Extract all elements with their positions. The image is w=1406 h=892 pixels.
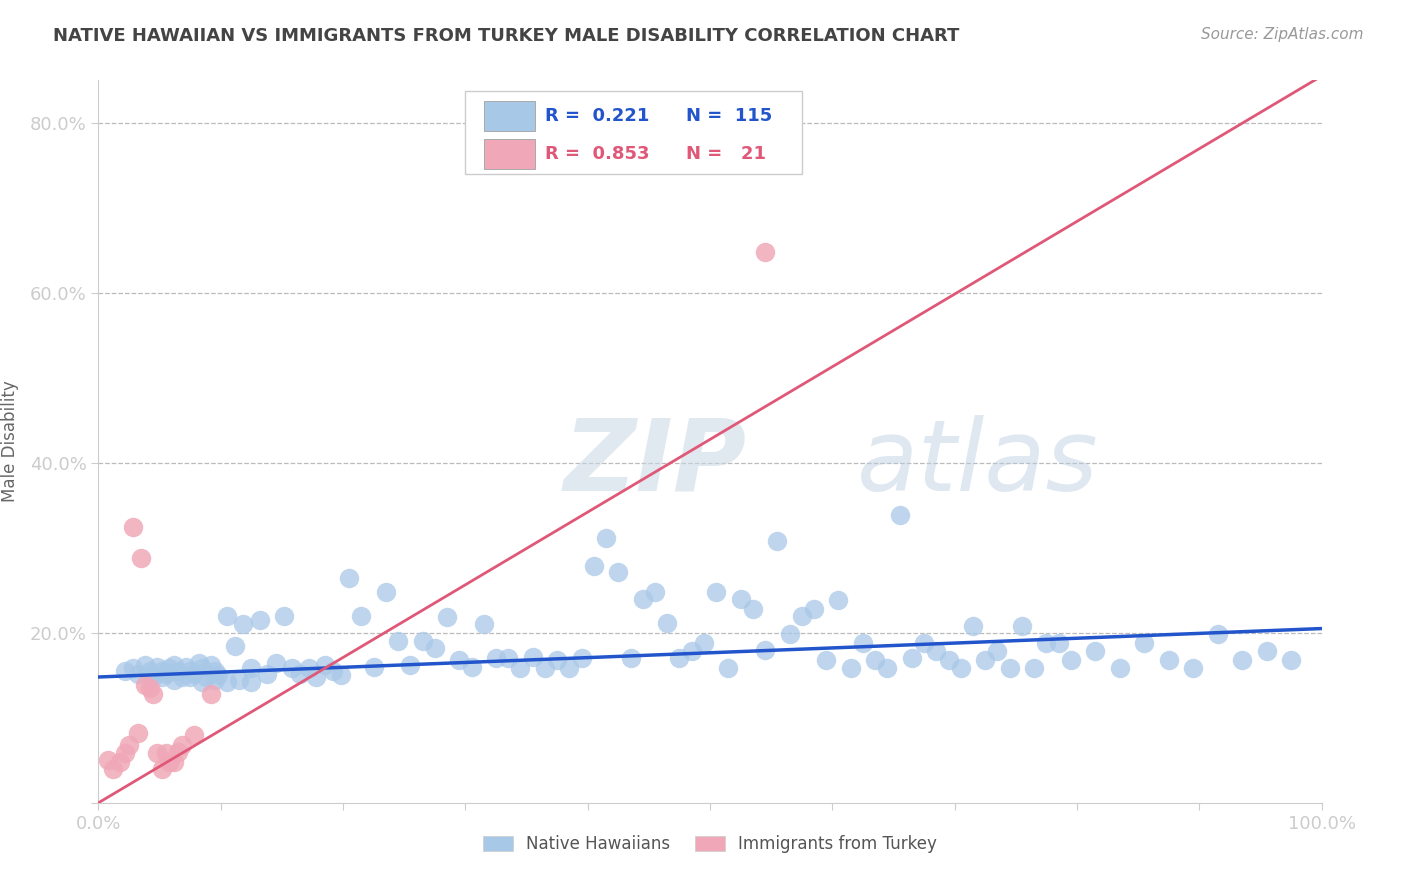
- FancyBboxPatch shape: [484, 139, 536, 169]
- FancyBboxPatch shape: [465, 91, 801, 174]
- Text: Source: ZipAtlas.com: Source: ZipAtlas.com: [1201, 27, 1364, 42]
- Text: atlas: atlas: [856, 415, 1098, 512]
- Text: R =  0.853: R = 0.853: [546, 145, 650, 163]
- Text: N =  115: N = 115: [686, 107, 772, 125]
- Text: ZIP: ZIP: [564, 415, 747, 512]
- Text: NATIVE HAWAIIAN VS IMMIGRANTS FROM TURKEY MALE DISABILITY CORRELATION CHART: NATIVE HAWAIIAN VS IMMIGRANTS FROM TURKE…: [53, 27, 960, 45]
- Text: N =   21: N = 21: [686, 145, 765, 163]
- Y-axis label: Male Disability: Male Disability: [0, 381, 18, 502]
- FancyBboxPatch shape: [484, 102, 536, 131]
- Text: R =  0.221: R = 0.221: [546, 107, 650, 125]
- Legend: Native Hawaiians, Immigrants from Turkey: Native Hawaiians, Immigrants from Turkey: [477, 828, 943, 860]
